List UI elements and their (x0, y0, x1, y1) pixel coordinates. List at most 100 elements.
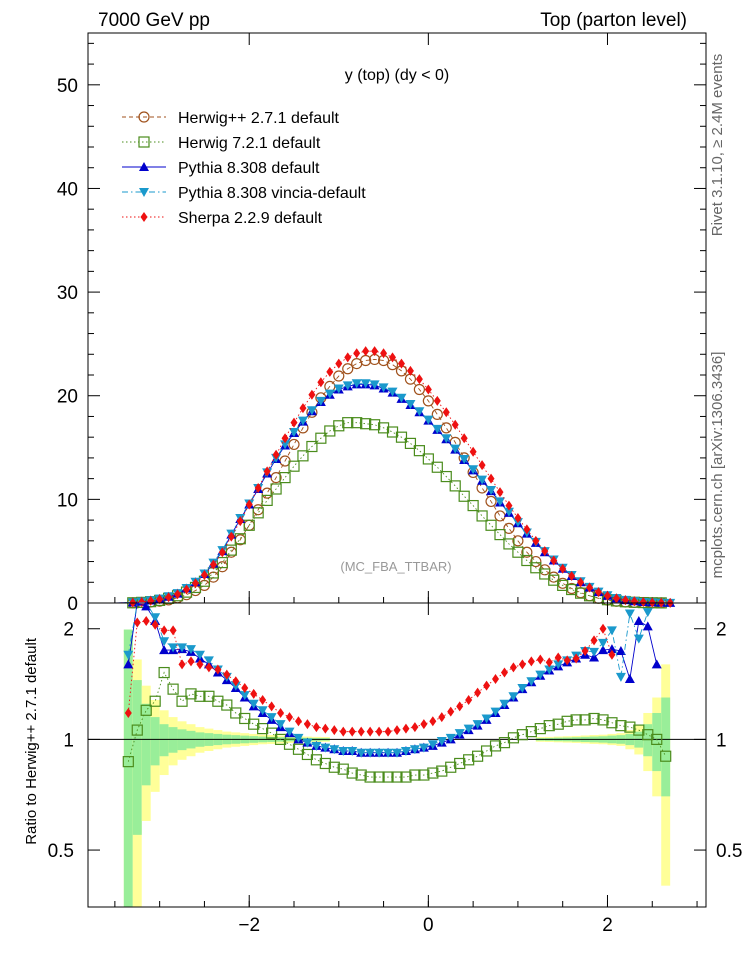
data-point (505, 500, 513, 511)
data-point (420, 719, 428, 730)
data-point (490, 707, 501, 717)
data-point (598, 638, 608, 648)
data-point (272, 449, 280, 460)
data-point (454, 757, 466, 770)
y-tick-label: 30 (57, 283, 78, 304)
data-point (588, 712, 600, 725)
data-point (409, 769, 421, 781)
data-point (612, 593, 620, 604)
data-point (431, 461, 443, 473)
data-point (232, 676, 240, 687)
data-point (624, 721, 636, 733)
data-point (577, 577, 585, 588)
data-point (534, 723, 546, 735)
data-point (503, 522, 515, 534)
data-point (508, 692, 519, 702)
data-point (648, 597, 656, 608)
data-point (357, 726, 365, 737)
data-point (342, 417, 354, 429)
data-point (509, 662, 517, 673)
data-point (478, 460, 486, 471)
data-point (595, 587, 603, 598)
data-point (254, 482, 262, 493)
data-point (221, 699, 233, 711)
data-point (344, 352, 352, 363)
ratio-panel: Ratio to Herwig++ 2.7.1 default −2 0 2 0.5 0… (23, 601, 742, 936)
data-point (518, 659, 526, 670)
data-point (440, 470, 452, 483)
data-point (532, 535, 540, 546)
legend-label: Sherpa 2.2.9 default (178, 210, 323, 227)
data-point (530, 562, 542, 574)
data-point (329, 745, 340, 755)
data-point (133, 617, 141, 628)
data-point (337, 763, 349, 775)
data-point (516, 729, 528, 741)
data-point (348, 726, 356, 737)
data-point (227, 531, 235, 542)
data-point (474, 687, 482, 698)
data-point (266, 727, 278, 739)
data-point (355, 769, 367, 781)
data-point (261, 487, 273, 499)
data-point (151, 619, 159, 630)
data-point (414, 407, 425, 417)
data-point (326, 366, 334, 377)
ratio-ylabel: Ratio to Herwig++ 2.7.1 default (23, 637, 40, 845)
legend-marker (138, 111, 150, 123)
data-point (315, 396, 326, 406)
data-point (140, 704, 152, 716)
data-point (543, 720, 555, 732)
data-point (225, 544, 237, 556)
data-point (603, 590, 611, 601)
data-point (442, 407, 450, 418)
uncertainty-band-inner (168, 727, 178, 753)
ratio-y-tick-label: 1 (63, 730, 74, 751)
data-point (212, 695, 224, 707)
data-point (477, 475, 488, 485)
data-point (374, 748, 385, 758)
data-point (205, 662, 213, 673)
data-point (245, 499, 253, 510)
data-point (422, 395, 434, 407)
data-point (250, 688, 258, 699)
uncertainty-band-inner (141, 703, 151, 786)
data-point (485, 519, 497, 531)
main-panel: y (top) (dy < 0) (MC_FBA_TTBAR) 0 10 20 30 4… (57, 32, 707, 615)
legend-label: Herwig 7.2.1 default (178, 135, 321, 152)
data-point (383, 748, 394, 758)
data-point (160, 625, 168, 636)
data-point (568, 571, 576, 582)
data-point (167, 683, 179, 695)
data-point (579, 714, 591, 726)
data-point (297, 416, 308, 426)
data-point (633, 634, 644, 644)
data-point (606, 626, 617, 636)
data-point (427, 740, 438, 750)
x-tick-label: −2 (238, 915, 260, 936)
data-point (268, 701, 276, 712)
data-point (476, 510, 488, 522)
data-point (306, 406, 317, 416)
data-point (486, 486, 497, 496)
data-point (445, 761, 457, 773)
data-point (320, 743, 331, 753)
data-point (149, 695, 161, 707)
data-point (642, 608, 653, 618)
data-point (413, 383, 425, 396)
data-point (330, 725, 338, 736)
data-point (441, 434, 452, 444)
data-point (165, 592, 173, 603)
data-point (402, 723, 410, 734)
data-point (494, 510, 506, 522)
data-point (342, 381, 353, 391)
data-point (494, 528, 506, 541)
data-point (335, 358, 343, 369)
data-point (243, 519, 255, 531)
data-point (463, 754, 475, 766)
data-point (315, 432, 327, 444)
data-point (413, 445, 425, 457)
data-point (409, 745, 420, 755)
legend-marker (138, 136, 150, 148)
